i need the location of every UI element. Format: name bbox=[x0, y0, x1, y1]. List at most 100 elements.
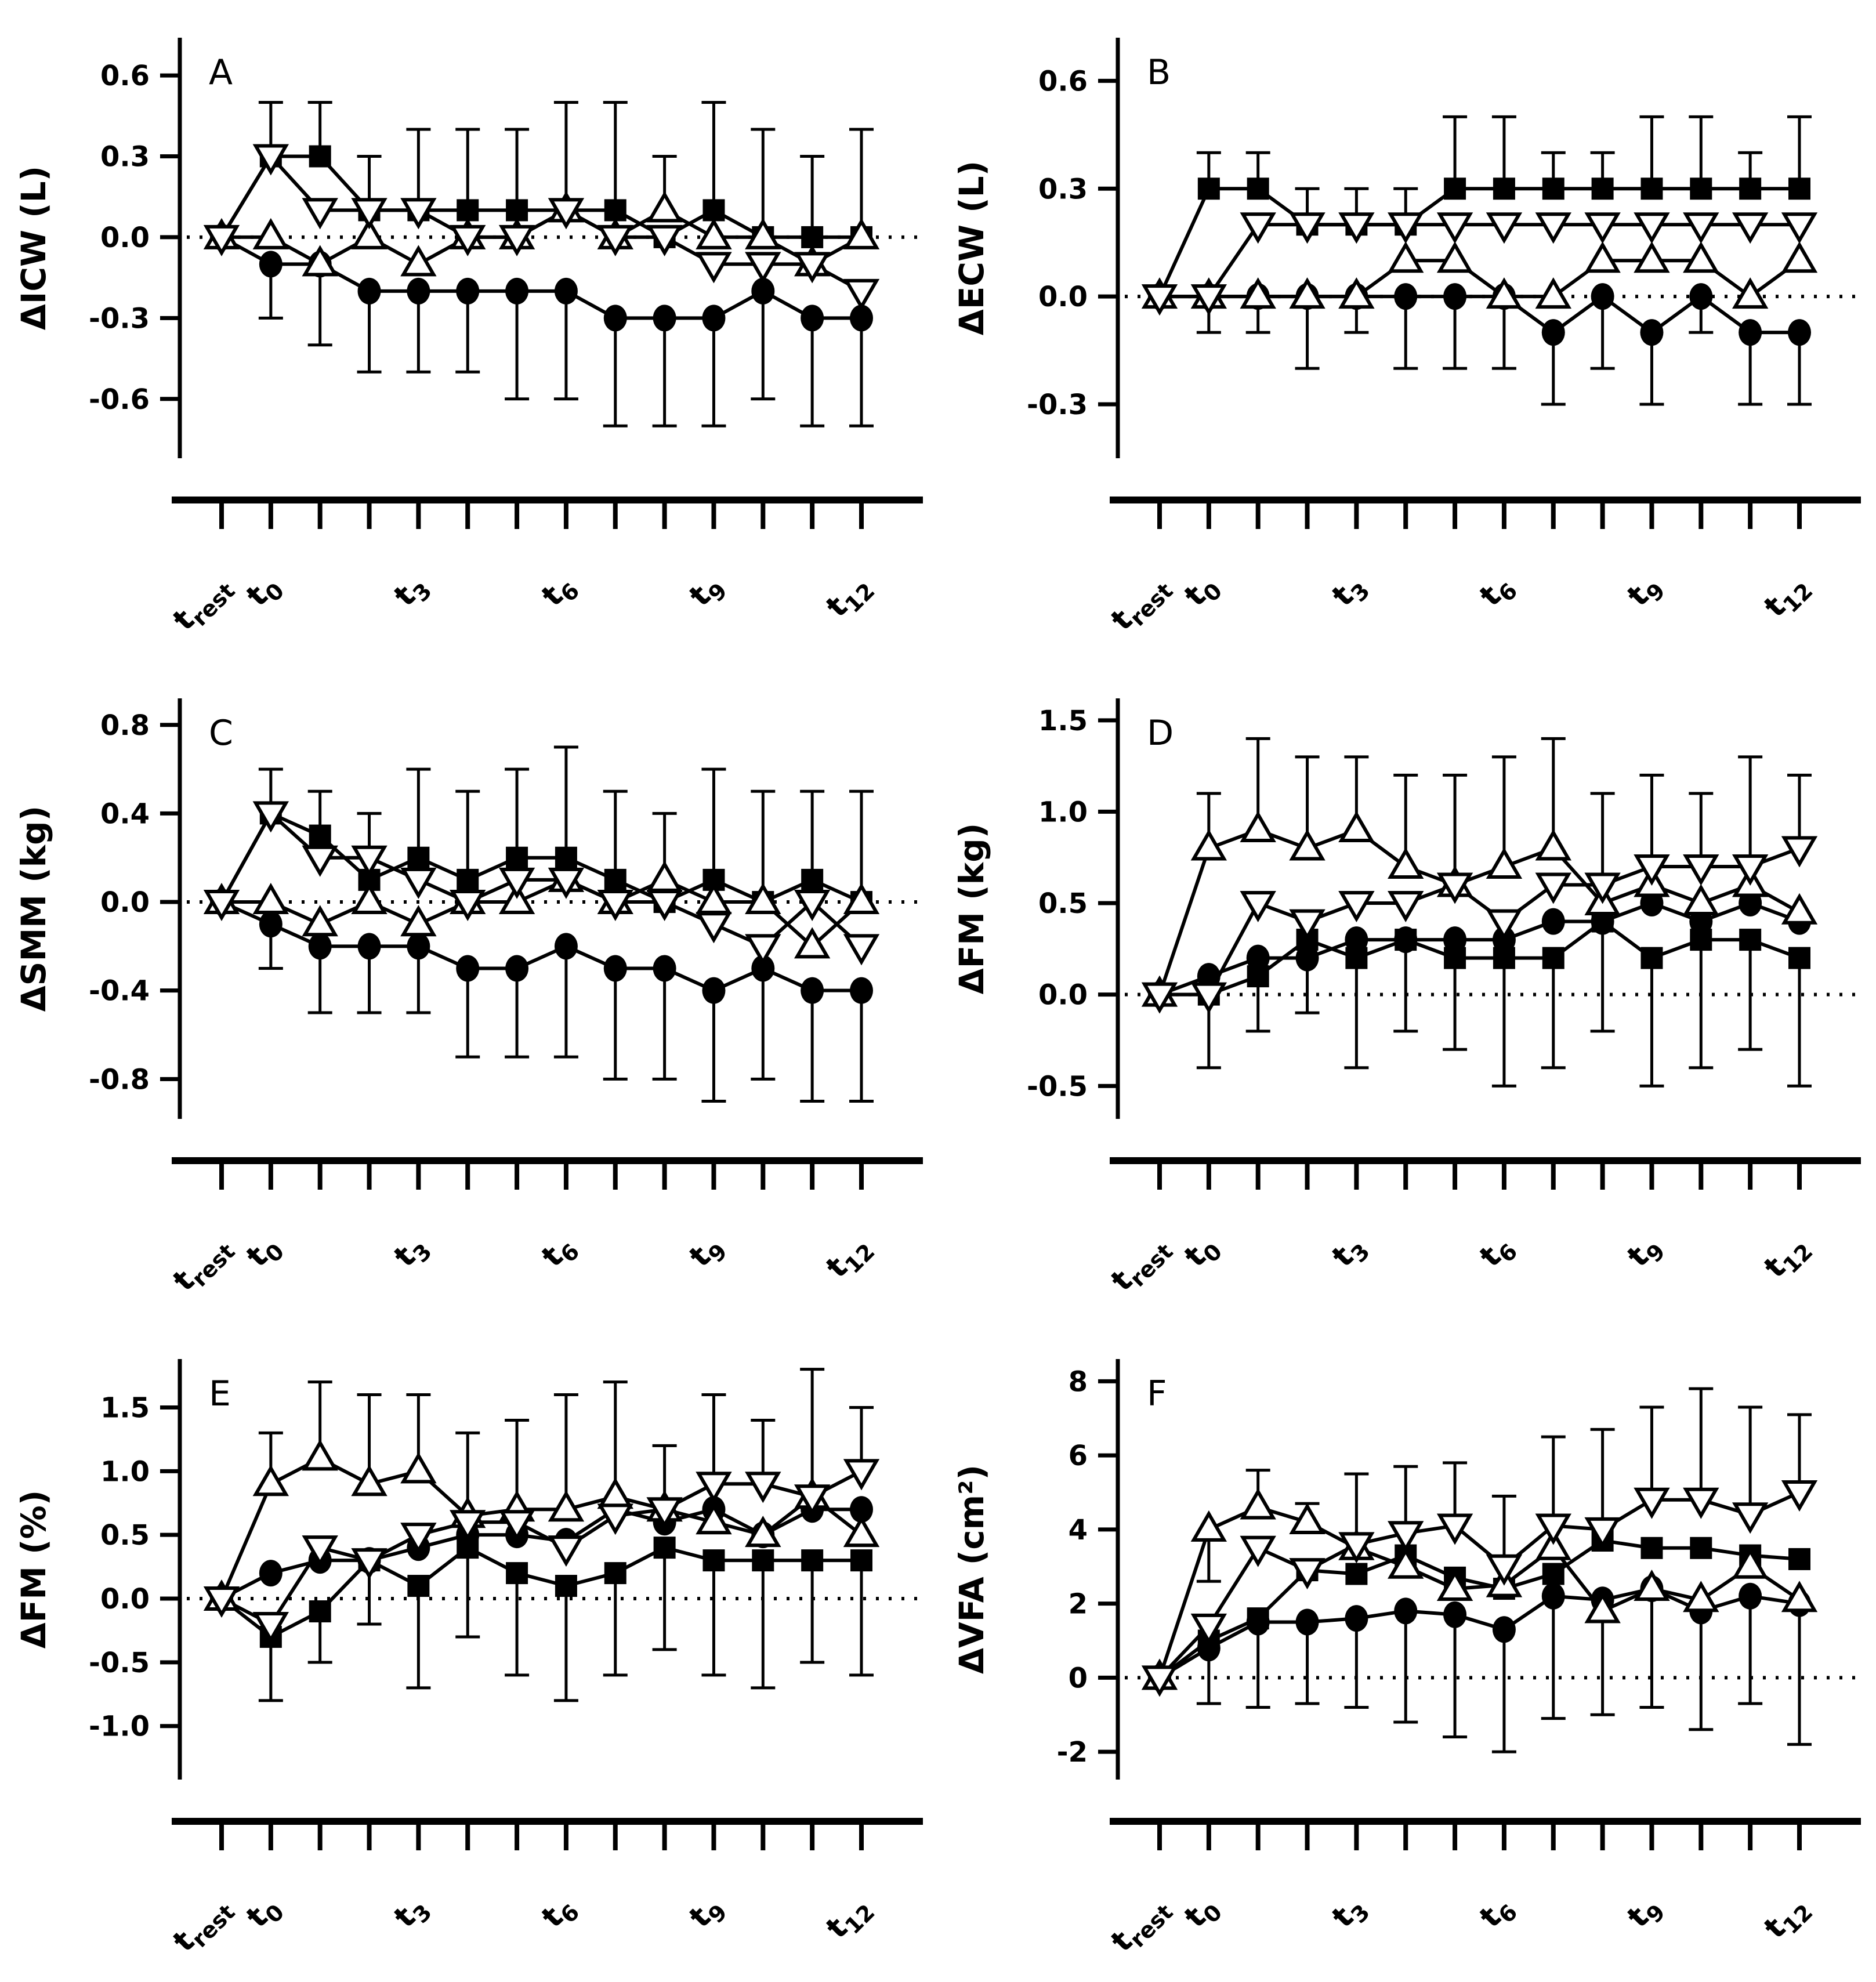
open-triangle-up-marker bbox=[351, 1465, 387, 1497]
y-tick-label: -0.3 bbox=[89, 302, 150, 335]
open-triangle-down-marker bbox=[203, 224, 240, 256]
open-triangle-up-marker bbox=[1240, 810, 1276, 842]
open-triangle-up-marker bbox=[843, 1516, 880, 1548]
filled-square-marker bbox=[1640, 947, 1663, 969]
open-triangle-up-marker bbox=[1486, 847, 1523, 879]
filled-circle-marker bbox=[308, 933, 332, 960]
filled-circle-marker bbox=[259, 1560, 283, 1587]
open-triangle-up-marker bbox=[252, 218, 289, 249]
x-tick-label: t12 bbox=[820, 568, 880, 628]
open-triangle-down-marker bbox=[1240, 212, 1276, 244]
filled-circle-marker bbox=[801, 977, 824, 1004]
series-markers-open-triangle-down bbox=[203, 801, 880, 966]
open-triangle-down-marker bbox=[1289, 1558, 1325, 1590]
open-triangle-down-marker bbox=[203, 890, 240, 922]
open-triangle-down-marker bbox=[1732, 1502, 1769, 1534]
open-triangle-down-marker bbox=[696, 252, 732, 284]
filled-square-marker bbox=[702, 199, 725, 222]
y-tick-label: -0.3 bbox=[1027, 389, 1088, 421]
filled-square-marker bbox=[1493, 177, 1515, 200]
filled-square-marker bbox=[801, 868, 824, 891]
open-triangle-down-marker bbox=[400, 1523, 437, 1555]
open-triangle-down-marker bbox=[548, 867, 585, 899]
filled-square-marker bbox=[1788, 947, 1810, 969]
x-tick-label: t6 bbox=[535, 568, 584, 617]
x-tick-label: t9 bbox=[683, 1889, 732, 1938]
y-axis-title: ΔFM (%) bbox=[14, 1490, 53, 1649]
open-triangle-down-marker bbox=[1535, 212, 1571, 244]
open-triangle-down-marker bbox=[1338, 212, 1375, 244]
x-tick-label: t0 bbox=[1178, 1229, 1227, 1278]
x-tick-label: t9 bbox=[683, 1229, 732, 1278]
open-triangle-down-marker bbox=[1732, 212, 1769, 244]
y-tick-label: 0.0 bbox=[100, 886, 150, 919]
open-triangle-down-marker bbox=[1683, 212, 1719, 244]
open-triangle-down-marker bbox=[1141, 982, 1178, 1014]
filled-circle-marker bbox=[1394, 926, 1418, 954]
panel-letter: B bbox=[1147, 52, 1171, 93]
open-triangle-down-marker bbox=[302, 198, 338, 230]
open-triangle-down-marker bbox=[843, 278, 880, 310]
open-triangle-down-marker bbox=[1141, 1665, 1178, 1697]
open-triangle-up-marker bbox=[696, 218, 732, 249]
filled-square-marker bbox=[850, 1549, 872, 1572]
filled-circle-marker bbox=[407, 933, 430, 960]
open-triangle-up-marker bbox=[1584, 241, 1621, 273]
open-triangle-down-marker bbox=[1436, 212, 1473, 244]
filled-square-marker bbox=[1739, 177, 1762, 200]
error-bars bbox=[1196, 737, 1812, 1088]
open-triangle-down-marker bbox=[1535, 1513, 1571, 1545]
filled-circle-marker bbox=[1394, 1597, 1418, 1625]
open-triangle-up-marker bbox=[1289, 1503, 1325, 1535]
open-triangle-up-marker bbox=[1781, 241, 1818, 273]
x-tick-label: t12 bbox=[1758, 1889, 1818, 1950]
x-tick-label: t6 bbox=[535, 1229, 584, 1278]
filled-circle-marker bbox=[1541, 319, 1565, 346]
series-markers-open-triangle-down bbox=[1141, 836, 1818, 1014]
filled-square-marker bbox=[1197, 177, 1220, 200]
x-tick-label: t12 bbox=[820, 1229, 880, 1289]
series-markers-open-triangle-down bbox=[1141, 212, 1818, 316]
open-triangle-down-marker bbox=[302, 1535, 338, 1567]
open-triangle-down-marker bbox=[450, 890, 486, 922]
x-tick-label: trest bbox=[166, 1229, 240, 1302]
x-tick-label: t9 bbox=[1621, 1889, 1670, 1938]
open-triangle-down-marker bbox=[1683, 1487, 1719, 1519]
open-triangle-down-marker bbox=[1240, 891, 1276, 923]
open-triangle-up-marker bbox=[302, 1439, 338, 1471]
filled-circle-marker bbox=[702, 305, 726, 332]
open-triangle-up-marker bbox=[745, 218, 781, 249]
filled-circle-marker bbox=[1591, 283, 1614, 310]
filled-square-marker bbox=[1591, 177, 1614, 200]
open-triangle-down-marker bbox=[1190, 982, 1227, 1014]
y-axis-title: ΔECW (L) bbox=[952, 161, 991, 335]
filled-circle-marker bbox=[357, 933, 381, 960]
filled-circle-marker bbox=[505, 277, 529, 305]
y-tick-label: 1.5 bbox=[1038, 705, 1088, 737]
x-tick-label: t12 bbox=[1758, 1229, 1818, 1289]
filled-circle-marker bbox=[1246, 944, 1270, 972]
open-triangle-up-marker bbox=[400, 245, 437, 277]
y-tick-label: 0.0 bbox=[1038, 281, 1088, 313]
filled-circle-marker bbox=[1295, 1608, 1319, 1636]
filled-circle-marker bbox=[456, 277, 480, 305]
x-tick-label: t12 bbox=[820, 1889, 880, 1950]
filled-square-marker bbox=[506, 199, 528, 222]
open-triangle-up-marker bbox=[696, 1503, 732, 1535]
x-tick-label: t3 bbox=[1325, 1229, 1375, 1278]
filled-square-marker bbox=[457, 199, 479, 222]
open-triangle-up-marker bbox=[745, 883, 781, 915]
series-markers-open-triangle-down bbox=[1141, 1480, 1818, 1697]
filled-circle-marker bbox=[407, 277, 430, 305]
open-triangle-down-marker bbox=[203, 1586, 240, 1618]
open-triangle-up-marker bbox=[1289, 829, 1325, 861]
open-triangle-down-marker bbox=[1388, 1521, 1424, 1553]
filled-square-marker bbox=[1444, 177, 1466, 200]
y-tick-label: 0.0 bbox=[100, 1583, 150, 1615]
filled-square-marker bbox=[604, 199, 626, 222]
filled-square-marker bbox=[1640, 177, 1663, 200]
series-markers-open-triangle-up bbox=[1141, 810, 1818, 1007]
